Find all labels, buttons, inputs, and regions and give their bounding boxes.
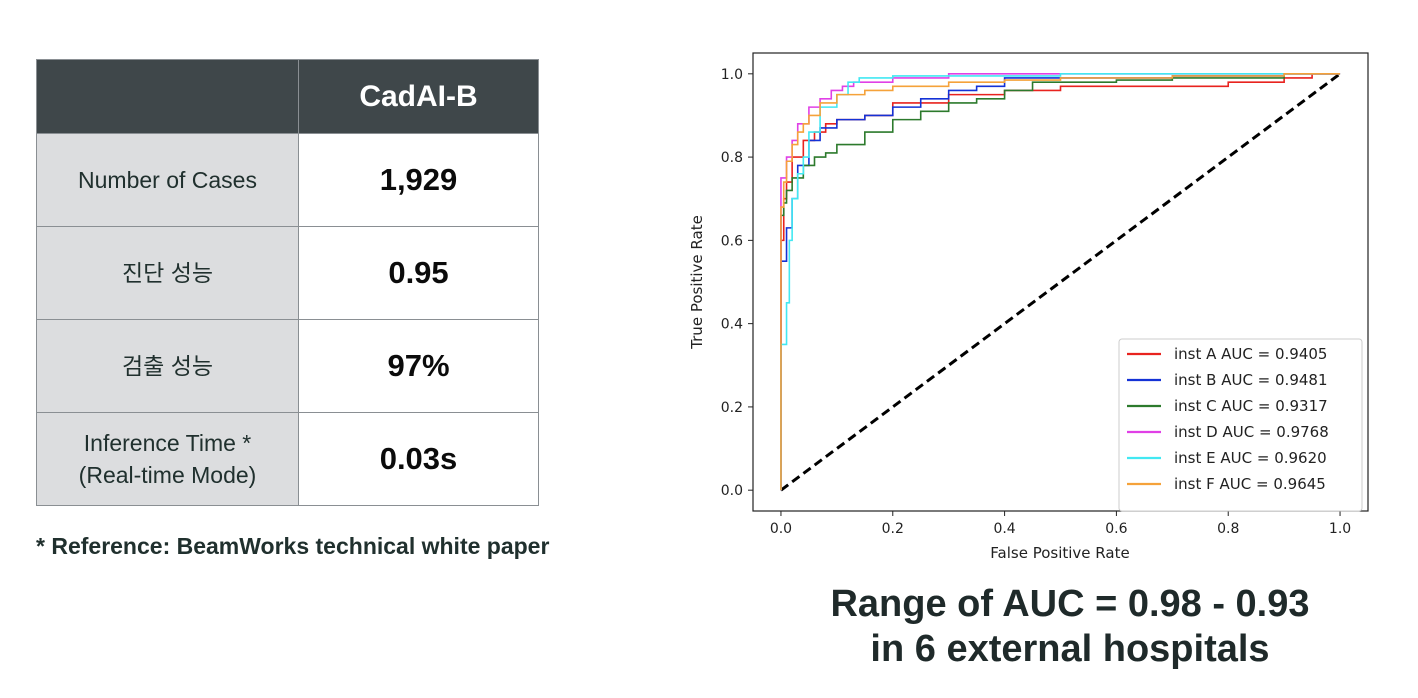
x-axis-label: False Positive Rate [990,544,1129,562]
roc-chart: 0.0 0.2 0.4 0.6 0.8 1.0 0.0 0.2 0.4 0.6 0.8 1.0 Fa… [688,52,1369,562]
y-axis-ticks: 0.0 0.2 0.4 0.6 0.8 1.0 [721,67,753,499]
roc-curve-series-5 [780,73,1341,491]
table-row: 진단 성능 0.95 [36,226,539,320]
x-tick-label: 0.8 [1217,521,1239,537]
row-value-detection: 97% [298,319,539,413]
row-label-cases: Number of Cases [36,133,299,227]
legend-label-3: inst D AUC = 0.9768 [1174,423,1329,441]
y-tick-label: 0.2 [721,400,743,416]
roc-curve-series-2 [780,73,1341,491]
legend-label-4: inst E AUC = 0.9620 [1174,449,1327,467]
spec-table: CadAI-B Number of Cases 1,929 진단 성능 0.95… [36,59,539,506]
header-blank-cell [36,59,299,134]
legend-label-0: inst A AUC = 0.9405 [1174,345,1327,363]
x-tick-label: 0.0 [770,521,792,537]
x-axis-ticks: 0.0 0.2 0.4 0.6 0.8 1.0 [770,511,1351,537]
auc-range-headline: Range of AUC = 0.98 - 0.93 [830,583,1310,625]
auc-range-subheadline: in 6 external hospitals [870,628,1270,670]
x-tick-label: 0.4 [993,521,1015,537]
inference-label-line2: (Real-time Mode) [78,462,257,488]
y-tick-label: 1.0 [721,67,743,83]
row-value-diagnosis: 0.95 [298,226,539,320]
inference-label-line1: Inference Time * [83,430,252,456]
model-name-header: CadAI-B [298,59,539,134]
table-row: Number of Cases 1,929 [36,133,539,227]
row-label-detection: 검출 성능 [36,319,299,413]
x-tick-label: 1.0 [1329,521,1351,537]
y-axis-label: True Positive Rate [688,215,706,350]
plot-lines [780,72,1341,492]
legend-label-1: inst B AUC = 0.9481 [1174,371,1328,389]
chance-diagonal-line [780,72,1341,492]
row-value-inference: 0.03s [298,412,539,506]
x-tick-label: 0.2 [882,521,904,537]
legend-label-5: inst F AUC = 0.9645 [1174,475,1326,493]
chart-legend: inst A AUC = 0.9405 inst B AUC = 0.9481 in… [1118,338,1363,512]
table-row: 검출 성능 97% [36,319,539,413]
roc-curve-series-3 [780,73,1341,491]
row-label-diagnosis: 진단 성능 [36,226,299,320]
row-value-cases: 1,929 [298,133,539,227]
reference-footnote: * Reference: BeamWorks technical white p… [36,533,550,559]
y-tick-label: 0.8 [721,150,743,166]
legend-box [1118,338,1363,512]
y-tick-label: 0.6 [721,233,743,249]
x-tick-label: 0.6 [1105,521,1127,537]
y-tick-label: 0.4 [721,317,743,333]
row-label-inference: Inference Time * (Real-time Mode) [36,412,299,506]
table-header-row: CadAI-B [36,59,539,134]
legend-label-2: inst C AUC = 0.9317 [1174,397,1328,415]
y-tick-label: 0.0 [721,483,743,499]
table-row: Inference Time * (Real-time Mode) 0.03s [36,412,539,506]
